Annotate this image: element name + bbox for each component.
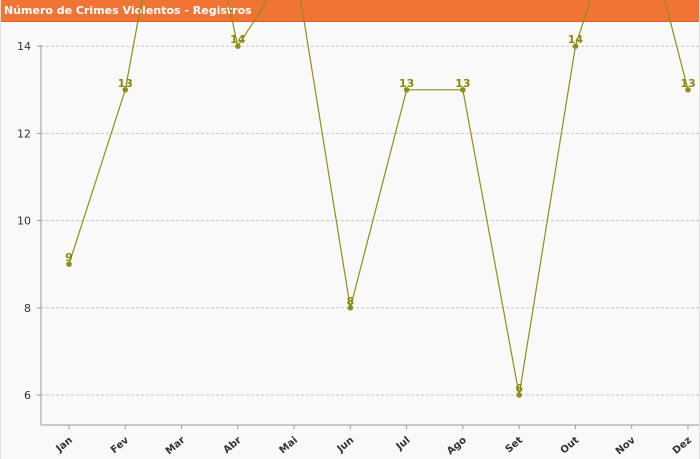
- panel-title: Número de Crimes Violentos - Registros: [1, 0, 699, 22]
- x-tick-label: Out: [559, 435, 582, 457]
- data-point[interactable]: [347, 305, 354, 311]
- data-point[interactable]: [66, 261, 72, 268]
- y-tick-label: 12: [17, 127, 31, 140]
- grid-lines: [41, 45, 699, 396]
- y-tick-label: 14: [17, 40, 31, 53]
- x-tick-label: Jul: [394, 435, 413, 453]
- x-tick-label: Nov: [614, 435, 638, 458]
- series-line: [68, 0, 689, 396]
- y-tick-label: 8: [24, 302, 31, 315]
- x-tick-label: Set: [504, 435, 526, 456]
- data-label: 14: [230, 33, 246, 46]
- data-label: 14: [568, 33, 584, 46]
- data-point[interactable]: [460, 87, 466, 93]
- data-point[interactable]: [685, 87, 691, 93]
- data-labels: 913201416813136141813: [65, 33, 695, 395]
- data-label: 13: [680, 77, 695, 90]
- x-tick-label: Abr: [221, 435, 243, 456]
- x-tick-label: Mar: [164, 435, 188, 457]
- data-label: 13: [118, 77, 133, 90]
- x-tick-labels: Jan Fev Mar Abr Mai Jun Jul Ago Set Out Nov Dez: [54, 435, 694, 458]
- data-point[interactable]: [122, 87, 129, 93]
- data-point[interactable]: [516, 392, 522, 398]
- data-point[interactable]: [235, 43, 241, 49]
- data-label: 6: [515, 382, 523, 395]
- x-tick-label: Mai: [278, 435, 300, 456]
- x-tick-label: Dez: [671, 435, 694, 457]
- x-tick-label: Fev: [109, 435, 132, 456]
- data-label: 13: [399, 77, 414, 90]
- y-tick-labels: 68101214161820: [17, 40, 31, 402]
- data-points: [66, 43, 691, 398]
- data-label: 13: [455, 77, 470, 90]
- data-point[interactable]: [403, 87, 410, 93]
- y-tick-label: 10: [17, 215, 31, 228]
- y-tick-label: 6: [24, 389, 31, 402]
- data-label: 9: [65, 251, 73, 264]
- x-tick-label: Jun: [335, 435, 357, 456]
- x-tick-label: Jan: [54, 435, 75, 455]
- data-label: 8: [347, 295, 355, 308]
- x-tick-label: Ago: [445, 435, 469, 458]
- series-polyline: [68, 0, 689, 396]
- axes: [37, 45, 699, 429]
- data-point[interactable]: [572, 43, 579, 49]
